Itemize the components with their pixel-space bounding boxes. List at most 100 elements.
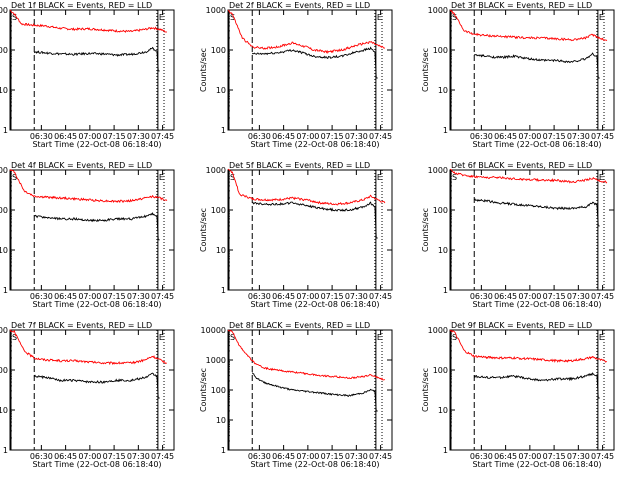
x-tick-label: 06:30	[470, 292, 493, 301]
series-lld	[449, 168, 608, 184]
y-tick-label: 10	[0, 246, 8, 255]
chart-title: Det 2f BLACK = Events, RED = LLD	[229, 1, 370, 10]
marker-label-e: E	[599, 333, 604, 342]
chart-panel-5: Det 5f BLACK = Events, RED = LLD Counts/s…	[199, 161, 393, 309]
y-tick-label: 1	[443, 286, 448, 295]
x-tick-label: 07:00	[78, 132, 101, 141]
x-tick-label: 07:45	[369, 132, 392, 141]
x-tick-label: 07:30	[127, 452, 150, 461]
y-axis-label: Counts/sec	[421, 208, 430, 252]
y-tick-label: 100	[433, 206, 448, 215]
marker-label-s: S	[452, 13, 457, 22]
chart-title: Det 6f BLACK = Events, RED = LLD	[451, 161, 592, 170]
y-tick-label: 10	[438, 246, 448, 255]
x-tick-label: 06:30	[30, 292, 53, 301]
marker-label-s: S	[452, 333, 457, 342]
y-axis-label: Counts/sec	[199, 368, 208, 412]
series-events	[473, 198, 600, 227]
x-axis-label: Start Time (22-Oct-08 06:18:40)	[472, 300, 601, 309]
x-tick-label: 07:15	[321, 132, 344, 141]
x-axis-label: Start Time (22-Oct-08 06:18:40)	[250, 140, 379, 149]
y-tick-label: 100	[433, 46, 448, 55]
y-axis-label: Counts/sec	[199, 208, 208, 252]
x-tick-label: 07:30	[345, 452, 368, 461]
chart-panel-2: Det 2f BLACK = Events, RED = LLD Counts/s…	[199, 1, 393, 149]
x-tick-label: 06:45	[54, 132, 77, 141]
y-tick-label: 1000	[428, 326, 448, 335]
x-tick-label: 06:30	[30, 452, 53, 461]
x-tick-label: 06:45	[272, 292, 295, 301]
x-tick-label: 07:45	[151, 292, 174, 301]
chart-title: Det 8f BLACK = Events, RED = LLD	[229, 321, 370, 330]
x-tick-label: 07:15	[543, 132, 566, 141]
x-tick-label: 06:45	[494, 292, 517, 301]
x-tick-label: 06:30	[470, 452, 493, 461]
x-tick-label: 07:00	[518, 452, 541, 461]
x-tick-label: 07:15	[321, 452, 344, 461]
plot-frame	[9, 9, 175, 131]
x-tick-label: 06:45	[54, 292, 77, 301]
chart-title: Det 5f BLACK = Events, RED = LLD	[229, 161, 370, 170]
x-tick-label: 07:00	[518, 132, 541, 141]
x-tick-label: 07:15	[103, 452, 126, 461]
plot-frame	[449, 9, 615, 131]
chart-panel-3: Det 3f BLACK = Events, RED = LLD Counts/s…	[421, 1, 615, 149]
y-tick-label: 1000	[206, 356, 226, 365]
chart-panel-6: Det 6f BLACK = Events, RED = LLD Counts/s…	[421, 161, 615, 309]
series-lld	[227, 168, 386, 206]
series-events	[473, 52, 600, 79]
x-axis-label: Start Time (22-Oct-08 06:18:40)	[32, 140, 161, 149]
x-tick-label: 07:00	[518, 292, 541, 301]
x-tick-label: 06:30	[248, 292, 271, 301]
marker-label-s: S	[230, 13, 235, 22]
series-lld	[228, 9, 386, 54]
y-tick-label: 100	[211, 46, 226, 55]
y-tick-label: 10	[438, 406, 448, 415]
x-axis-label: Start Time (22-Oct-08 06:18:40)	[250, 300, 379, 309]
y-tick-label: 10	[0, 406, 8, 415]
marker-label-e: E	[377, 13, 382, 22]
marker-label-s: S	[12, 333, 17, 342]
marker-label-e: E	[599, 173, 604, 182]
x-tick-label: 07:45	[369, 292, 392, 301]
x-tick-label: 07:30	[127, 292, 150, 301]
x-tick-label: 06:30	[30, 132, 53, 141]
x-tick-label: 07:30	[567, 292, 590, 301]
x-tick-label: 06:30	[248, 452, 271, 461]
x-tick-label: 07:45	[151, 132, 174, 141]
x-tick-label: 07:00	[296, 452, 319, 461]
x-axis-label: Start Time (22-Oct-08 06:18:40)	[472, 460, 601, 469]
x-tick-label: 07:15	[543, 452, 566, 461]
series-events	[473, 372, 600, 399]
y-tick-label: 1	[3, 446, 8, 455]
x-axis-label: Start Time (22-Oct-08 06:18:40)	[32, 460, 161, 469]
y-tick-label: 10	[216, 86, 226, 95]
y-tick-label: 100	[433, 366, 448, 375]
series-lld	[9, 168, 168, 204]
y-tick-label: 1000	[0, 6, 8, 15]
y-tick-label: 1	[221, 446, 226, 455]
x-tick-label: 07:30	[345, 132, 368, 141]
x-tick-label: 07:00	[78, 452, 101, 461]
x-tick-label: 07:30	[345, 292, 368, 301]
y-tick-label: 1000	[0, 166, 8, 175]
marker-label-e: E	[159, 333, 164, 342]
y-axis-label: Counts/sec	[199, 48, 208, 92]
y-tick-label: 10	[216, 416, 226, 425]
y-tick-label: 1000	[206, 6, 226, 15]
x-axis-label: Start Time (22-Oct-08 06:18:40)	[472, 140, 601, 149]
y-axis-label: Counts/sec	[421, 368, 430, 412]
series-events	[33, 372, 160, 399]
y-tick-label: 100	[0, 366, 8, 375]
x-axis-label: Start Time (22-Oct-08 06:18:40)	[250, 460, 379, 469]
y-tick-label: 100	[211, 206, 226, 215]
marker-label-s: S	[12, 173, 17, 182]
x-tick-label: 07:45	[151, 452, 174, 461]
x-tick-label: 07:30	[127, 132, 150, 141]
marker-label-s: S	[12, 13, 17, 22]
series-events	[34, 211, 160, 241]
chart-title: Det 3f BLACK = Events, RED = LLD	[451, 1, 592, 10]
series-events	[251, 201, 378, 239]
plot-frame	[9, 329, 175, 451]
